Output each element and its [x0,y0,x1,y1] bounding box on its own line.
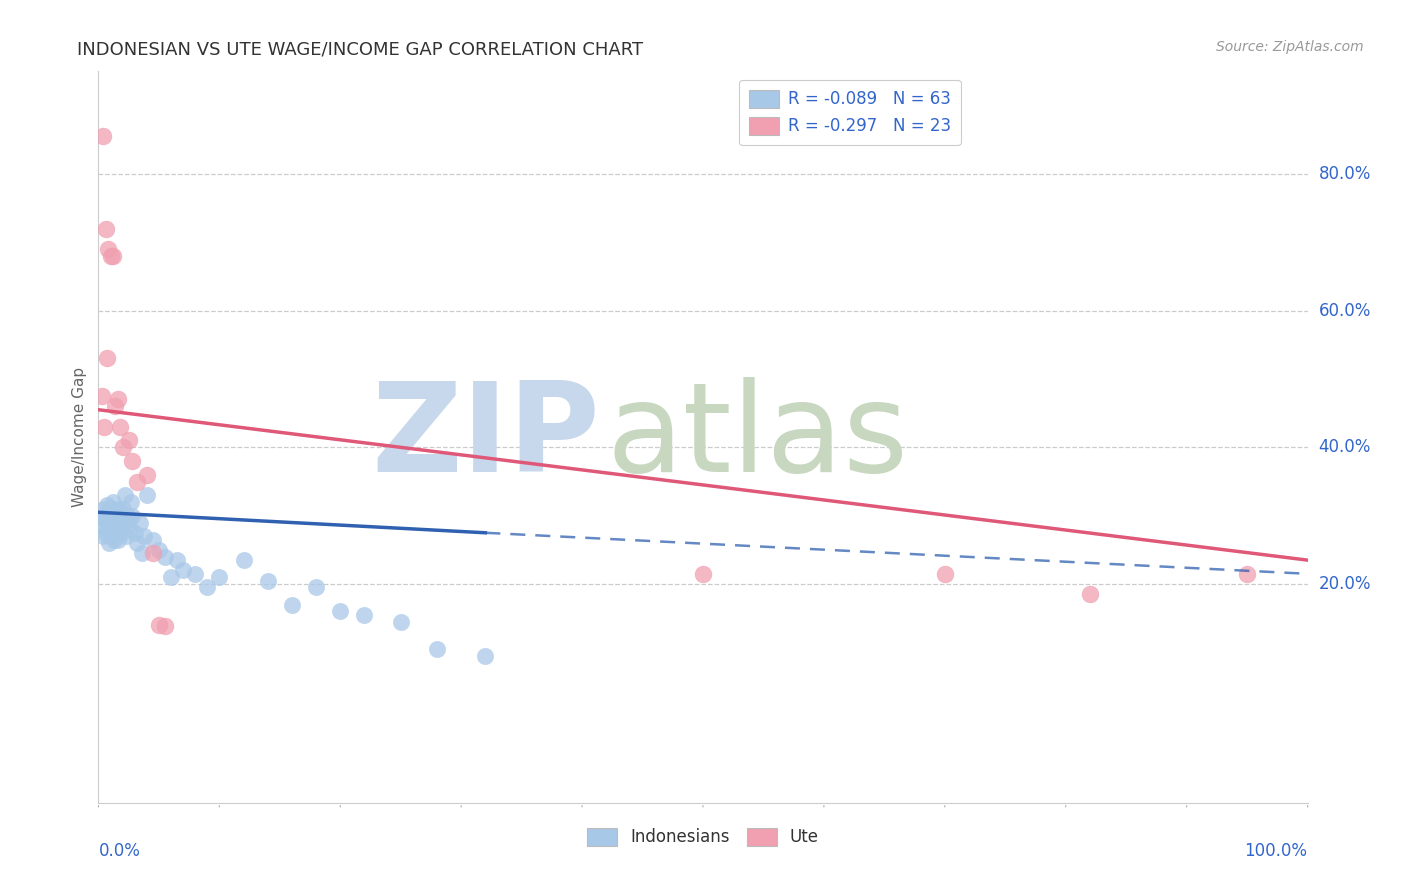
Point [692,566,714,581]
Point [105,512,128,526]
Point [353,607,375,622]
Point [96,351,118,366]
Point [103,533,125,547]
Point [389,615,412,629]
Point [134,529,156,543]
Point [115,529,138,543]
Text: 100.0%: 100.0% [1244,842,1308,860]
Point [426,642,449,657]
Point [104,508,127,523]
Text: 60.0%: 60.0% [1319,301,1371,319]
Point [101,249,124,263]
Point [256,574,278,588]
Point [101,525,124,540]
Point [93,501,115,516]
Point [100,508,122,523]
Point [1078,587,1101,601]
Point [91,129,114,144]
Text: 80.0%: 80.0% [1319,165,1371,183]
Point [91,529,114,543]
Point [104,400,127,414]
Text: 20.0%: 20.0% [1319,575,1371,593]
Point [118,434,141,448]
Point [111,440,134,454]
Point [98,512,121,526]
Point [107,533,129,547]
Point [100,501,122,516]
Point [121,508,143,523]
Point [96,516,118,530]
Point [94,525,117,540]
Point [131,546,153,560]
Point [153,619,176,633]
Point [112,516,135,530]
Point [142,533,165,547]
Point [108,505,131,519]
Point [166,553,188,567]
Point [124,525,146,540]
Point [100,529,122,543]
Point [127,475,149,489]
Point [97,505,120,519]
Point [184,566,207,581]
Point [117,508,139,523]
Point [97,242,120,256]
Text: 0.0%: 0.0% [98,842,141,860]
Point [934,566,956,581]
Point [103,516,125,530]
Point [148,542,170,557]
Point [474,648,496,663]
Text: ZIP: ZIP [371,376,600,498]
Text: atlas: atlas [606,376,908,498]
Point [1236,566,1258,581]
Point [232,553,254,567]
Point [98,536,121,550]
Point [96,499,118,513]
Point [104,519,127,533]
Point [91,519,114,533]
Point [94,221,117,235]
Point [94,508,117,523]
Point [281,598,304,612]
Y-axis label: Wage/Income Gap: Wage/Income Gap [72,367,87,508]
Point [97,522,120,536]
Point [91,389,114,403]
Point [118,512,141,526]
Point [195,581,218,595]
Point [172,563,194,577]
Point [105,501,128,516]
Point [100,249,122,263]
Point [108,420,131,434]
Point [142,546,165,560]
Point [93,420,115,434]
Point [128,516,150,530]
Point [114,488,136,502]
Point [107,392,129,407]
Point [160,570,183,584]
Text: 40.0%: 40.0% [1319,438,1371,457]
Legend: Indonesians, Ute: Indonesians, Ute [581,821,825,853]
Point [118,522,141,536]
Point [148,618,170,632]
Point [153,549,176,564]
Text: Source: ZipAtlas.com: Source: ZipAtlas.com [1216,40,1364,54]
Point [110,525,132,540]
Point [121,454,143,468]
Point [305,581,328,595]
Point [101,495,124,509]
Point [120,495,142,509]
Text: INDONESIAN VS UTE WAGE/INCOME GAP CORRELATION CHART: INDONESIAN VS UTE WAGE/INCOME GAP CORREL… [77,40,644,58]
Point [108,512,131,526]
Point [107,522,129,536]
Point [127,536,149,550]
Point [111,501,134,516]
Point [329,604,352,618]
Point [135,467,157,482]
Point [208,570,231,584]
Point [135,488,157,502]
Point [100,519,122,533]
Point [93,512,115,526]
Point [108,519,131,533]
